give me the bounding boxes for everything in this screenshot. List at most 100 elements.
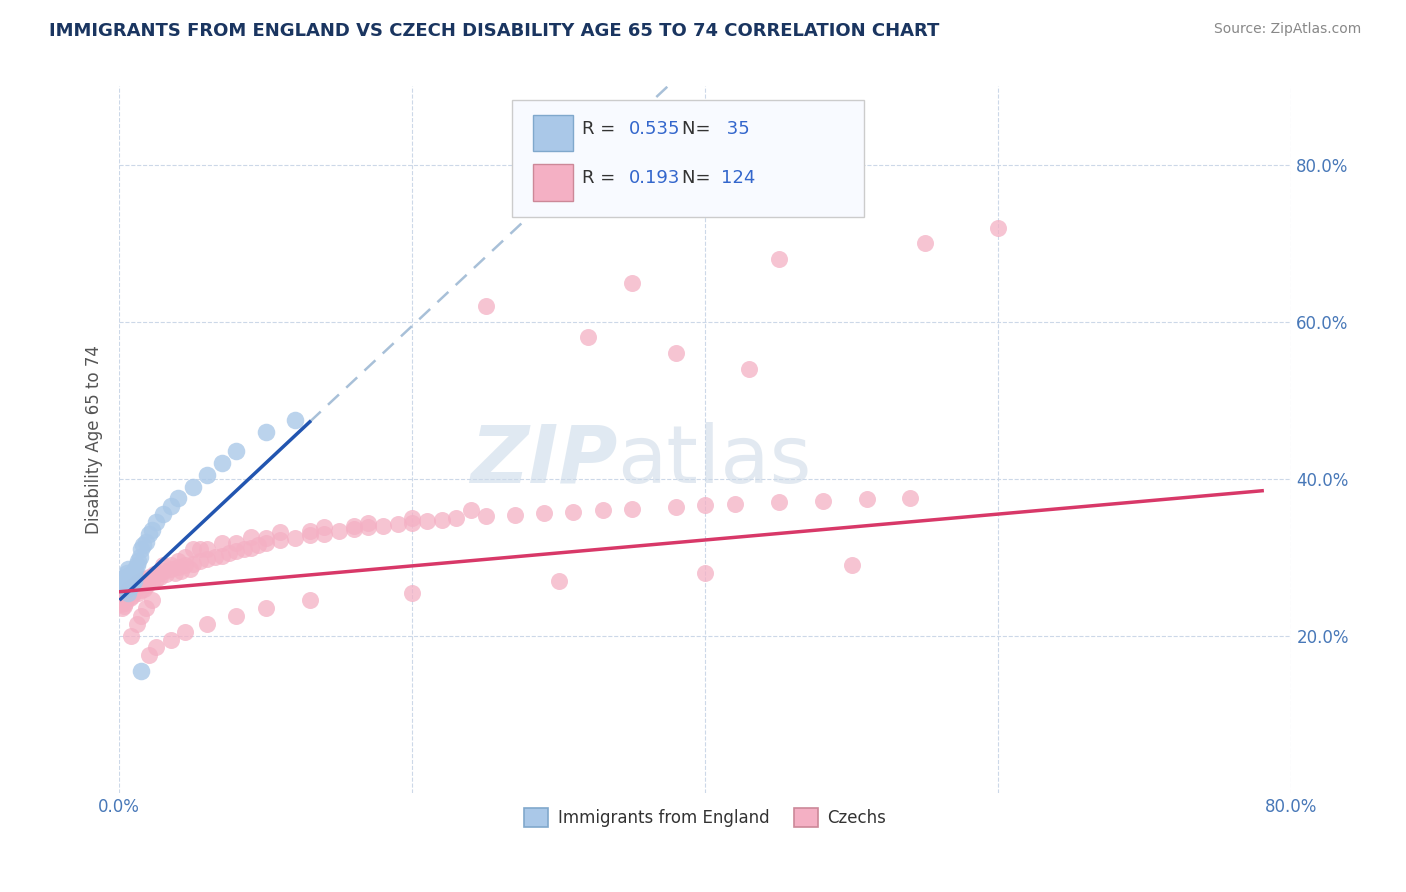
Point [621,276,644,290]
Point [120,580,142,594]
Text: N=: N= [682,120,716,137]
Point [811,493,834,508]
Point [474,299,496,313]
Text: Source: ZipAtlas.com: Source: ZipAtlas.com [1213,22,1361,37]
Point [298,593,321,607]
Point [132,572,155,586]
Point [121,590,143,604]
Point [129,609,152,624]
Point [118,584,141,599]
Text: R =: R = [582,120,621,137]
Point [125,558,148,572]
Point [135,575,157,590]
Point [149,566,172,580]
Point [122,566,145,580]
Point [112,593,135,607]
Point [211,549,233,563]
Point [665,500,688,514]
Point [195,551,218,566]
Text: 124: 124 [721,169,755,187]
Point [914,236,936,251]
Point [987,220,1010,235]
Text: N=: N= [682,169,716,187]
Point [138,570,160,584]
Point [474,509,496,524]
Point [503,508,526,522]
Point [167,491,190,506]
Point [188,554,211,568]
Point [152,565,174,579]
Point [118,572,141,586]
Text: R =: R = [582,169,627,187]
Point [225,536,247,550]
Point [124,580,146,594]
Point [695,499,717,513]
Point [328,524,350,539]
Point [129,664,152,678]
Point [120,629,142,643]
Point [211,456,233,470]
Point [121,583,143,598]
Point [143,567,166,582]
Point [855,492,877,507]
Legend: Immigrants from England, Czechs: Immigrants from England, Czechs [517,801,893,834]
Point [254,425,277,439]
FancyBboxPatch shape [512,101,863,217]
Point [343,522,366,536]
Point [181,542,204,557]
Point [416,514,439,528]
Point [621,501,644,516]
Point [314,526,336,541]
Point [174,624,197,639]
Point [401,511,423,525]
Point [138,526,160,541]
Point [127,585,149,599]
Point [533,506,555,520]
Point [145,515,167,529]
Point [117,588,139,602]
Point [269,533,291,547]
Point [314,520,336,534]
Point [115,582,138,596]
Point [159,632,181,647]
Point [357,516,380,530]
Point [117,585,139,599]
Point [114,590,136,604]
Point [117,562,139,576]
Point [446,511,468,525]
Point [115,591,138,605]
Point [768,495,790,509]
Point [167,554,190,568]
Text: IMMIGRANTS FROM ENGLAND VS CZECH DISABILITY AGE 65 TO 74 CORRELATION CHART: IMMIGRANTS FROM ENGLAND VS CZECH DISABIL… [49,22,939,40]
Point [159,558,181,572]
Point [152,507,174,521]
FancyBboxPatch shape [533,114,572,152]
Point [430,512,453,526]
Point [141,593,163,607]
Point [159,562,181,576]
Point [112,577,135,591]
Point [181,557,204,571]
Point [195,542,218,557]
Point [371,518,394,533]
Point [134,582,156,596]
Text: 0.193: 0.193 [628,169,681,187]
Point [460,503,482,517]
Point [225,544,247,558]
Y-axis label: Disability Age 65 to 74: Disability Age 65 to 74 [86,345,103,534]
Point [592,503,614,517]
Text: ZIP: ZIP [470,422,617,500]
Point [181,480,204,494]
Point [204,550,226,565]
Point [125,575,148,590]
Point [167,559,190,574]
Point [343,518,366,533]
Point [120,585,142,599]
Point [695,566,717,580]
Point [155,567,177,582]
Point [240,530,263,544]
Point [135,534,157,549]
Point [211,536,233,550]
Point [112,599,135,613]
Point [401,585,423,599]
